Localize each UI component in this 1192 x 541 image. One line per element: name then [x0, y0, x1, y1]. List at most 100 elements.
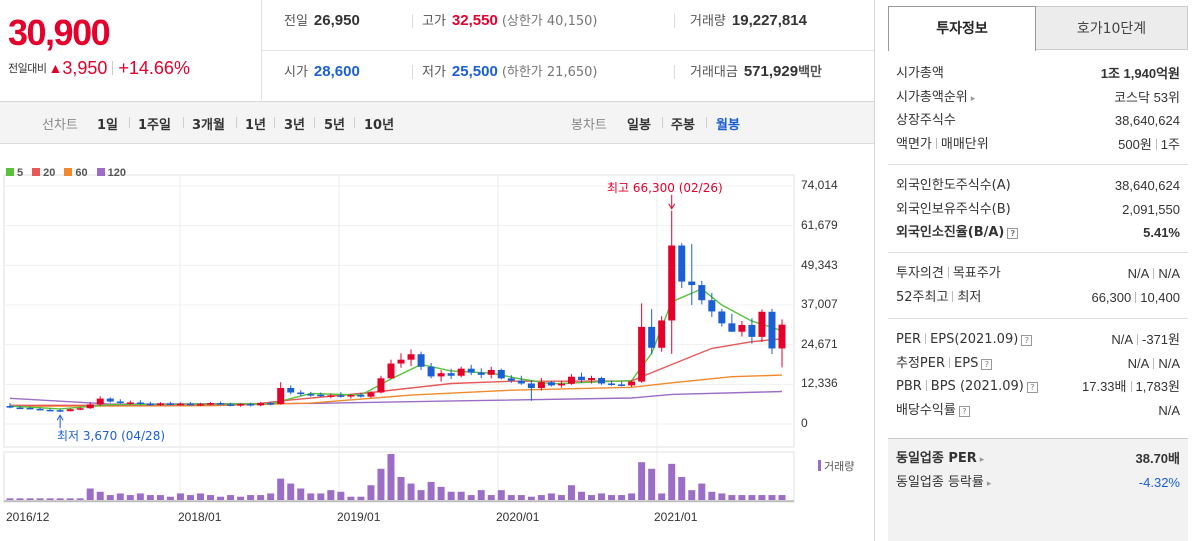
candle-body: [567, 376, 575, 384]
period-3y[interactable]: 3년: [284, 118, 306, 133]
period-3m[interactable]: 3개월: [192, 118, 225, 133]
candle-daily[interactable]: 일봉: [627, 118, 651, 133]
candle-body: [577, 376, 585, 380]
period-10y[interactable]: 10년: [364, 118, 395, 133]
candle-body: [367, 392, 375, 397]
volume-bar: [618, 495, 626, 500]
row-opinion: 투자의견 목표주가 N/A N/A: [896, 266, 1180, 281]
help-icon[interactable]: ?: [1026, 382, 1038, 393]
y-tick-label: 24,671: [801, 337, 838, 351]
divider: [662, 117, 663, 128]
candle-body: [327, 395, 335, 397]
period-1y[interactable]: 1년: [245, 118, 267, 133]
legend-ma60: 60: [64, 167, 88, 179]
candle-body: [537, 382, 545, 388]
candle-body: [648, 326, 656, 348]
row-sector-change[interactable]: 동일업종 등락률 ▸ -4.32%: [896, 474, 1180, 490]
candle-body: [547, 382, 555, 386]
candle-body: [6, 405, 14, 408]
period-1d[interactable]: 1일: [97, 118, 119, 133]
day-low: 저가 25,500 (하한가 21,650): [422, 63, 598, 80]
volume-bar: [497, 490, 505, 500]
legend-ma5: 5: [6, 167, 23, 179]
candle-body: [417, 354, 425, 367]
foreign-section: 외국인한도주식수(A) 38,640,624 외국인보유주식수(B) 2,091,5…: [888, 174, 1188, 245]
candle-body: [46, 409, 54, 412]
volume-bar: [588, 495, 596, 500]
market-cap-section: 시가총액 1조 1,940억원 시가총액순위 ▸ 코스닥 53위 상장주식수 38,64…: [888, 62, 1188, 156]
volume-bar: [166, 496, 174, 500]
sector-section: 동일업종 PER ▸ 38.70배 동일업종 등락률 ▸ -4.32%: [888, 438, 1188, 541]
volume-bar: [207, 495, 215, 500]
period-1w[interactable]: 1주일: [138, 118, 171, 133]
candle-body: [207, 403, 215, 405]
low-arrow-head: [56, 414, 64, 421]
candle-body: [638, 326, 646, 382]
day-open-value: 28,600: [313, 63, 360, 80]
candle-body: [748, 324, 756, 337]
volume-bar: [738, 495, 746, 500]
divider: [888, 318, 1188, 319]
candle-body: [658, 320, 666, 348]
candle-weekly[interactable]: 주봉: [671, 118, 695, 133]
candle-body: [758, 311, 766, 337]
divider: [236, 117, 237, 128]
candle-body: [557, 383, 565, 386]
row-52w-range: 52주최고 최저 66,300 10,400: [896, 289, 1180, 305]
volume-bar: [598, 493, 606, 500]
help-icon[interactable]: ?: [1021, 335, 1033, 346]
panel-tabs: 투자정보 호가10단계: [888, 6, 1188, 51]
volume-bar: [377, 468, 385, 500]
candle-body: [437, 373, 445, 377]
candle-body: [497, 369, 505, 379]
tab-investment-info[interactable]: 투자정보: [888, 6, 1036, 51]
trade-amount-value: 571,929: [743, 63, 799, 80]
change-value: 3,950: [62, 58, 108, 78]
panel-divider: [874, 0, 875, 541]
volume-bar: [16, 498, 24, 500]
candle-body: [377, 378, 385, 393]
volume-bar: [287, 483, 295, 500]
candle-body: [447, 373, 455, 376]
help-icon[interactable]: ?: [1007, 228, 1019, 239]
candle-body: [146, 403, 154, 406]
candle-body: [267, 403, 275, 405]
period-5y[interactable]: 5년: [324, 118, 346, 133]
chevron-right-icon: ▸: [986, 478, 992, 489]
candle-body: [608, 383, 616, 385]
volume-bar: [708, 491, 716, 500]
candle-monthly[interactable]: 월봉: [716, 118, 740, 133]
day-open: 시가 28,600: [284, 63, 360, 80]
divider: [129, 117, 130, 128]
candle-body: [347, 395, 355, 397]
candle-body: [56, 410, 64, 412]
row-listed-shares: 상장주식수 38,640,624: [896, 113, 1180, 128]
candle-body: [618, 384, 626, 386]
volume-bar: [718, 493, 726, 500]
candle-body: [738, 324, 746, 332]
tab-order-book[interactable]: 호가10단계: [1036, 6, 1188, 50]
row-foreign-ratio: 외국인소진율(B/A)? 5.41%: [896, 225, 1180, 240]
volume-bar: [608, 495, 616, 500]
help-icon[interactable]: ?: [958, 405, 970, 417]
volume-bar: [86, 488, 94, 500]
divider: [706, 117, 707, 128]
row-face-value: 액면가 매매단위 500원 1주: [896, 136, 1180, 152]
help-icon[interactable]: ?: [981, 358, 993, 370]
x-tick-label: 2018/01: [178, 510, 222, 524]
candle-body: [337, 395, 345, 397]
candle-body: [86, 404, 94, 409]
volume-bar: [46, 498, 54, 500]
candle-body: [116, 401, 124, 403]
row-sector-per[interactable]: 동일업종 PER ▸ 38.70배: [896, 451, 1180, 466]
candle-body: [507, 378, 515, 381]
divider: [674, 14, 675, 28]
prev-close-value: 26,950: [313, 12, 360, 29]
ma120-line: [9, 390, 783, 405]
candle-body: [26, 407, 34, 410]
candle-body: [598, 378, 606, 384]
candle-body: [307, 394, 315, 396]
row-market-cap-rank[interactable]: 시가총액순위 ▸ 코스닥 53위: [896, 89, 1180, 105]
ma5-line: [9, 288, 783, 410]
volume-bar: [126, 495, 134, 500]
